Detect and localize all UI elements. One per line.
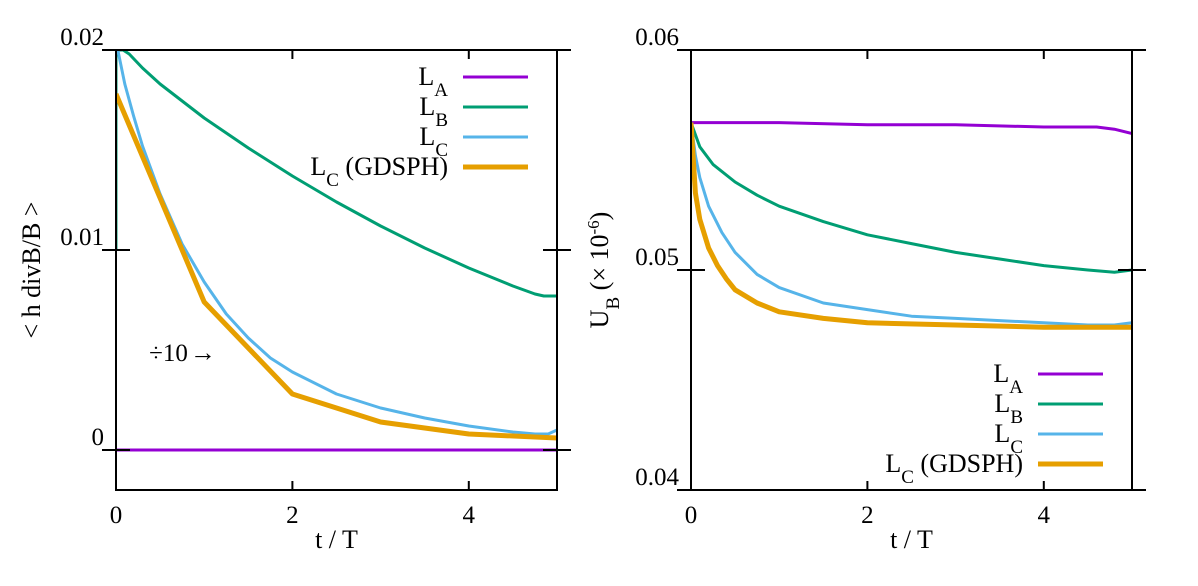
series-line-b — [116, 50, 557, 298]
legend-label-c-gdsph: LC (GDSPH) — [310, 152, 448, 191]
y-tick-label: 0.01 — [60, 224, 104, 251]
y-tick-label: 0.04 — [635, 464, 679, 491]
legend-label-a: LA — [418, 62, 448, 101]
legend-label-b: LB — [994, 389, 1023, 428]
y-axis-label: < h divB/B > — [17, 202, 46, 339]
x-axis-label: t / T — [890, 525, 933, 554]
series-line-c — [116, 50, 557, 436]
x-tick-label: 0 — [110, 502, 123, 529]
legend-label-c-gdsph: LC (GDSPH) — [885, 449, 1023, 488]
legend-label-a: LA — [993, 359, 1023, 398]
legend-label-c: LC — [419, 122, 448, 161]
series-line-c — [691, 122, 1132, 327]
plot-frame — [690, 49, 1133, 491]
series-line-c-gdsph — [691, 122, 1132, 330]
x-axis-label: t / T — [315, 525, 358, 554]
series-line-c-gdsph — [116, 93, 557, 441]
x-tick-label: 4 — [1038, 502, 1051, 529]
annotation-arrow: → — [190, 338, 216, 367]
annotation-text: ÷10 — [149, 340, 188, 367]
y-tick-label: 0 — [92, 424, 105, 451]
y-tick-label: 0.02 — [60, 24, 104, 51]
right-panel: 0 2 4 0.04 0.05 0.06 t / T UB (× 10-6) LALBLCLC … — [584, 24, 1146, 554]
x-tick-label: 2 — [286, 502, 299, 529]
series-line-b — [691, 122, 1132, 274]
x-tick-label: 4 — [463, 502, 476, 529]
x-tick-label: 0 — [685, 502, 698, 529]
series-line-a — [691, 121, 1132, 136]
plot-frame — [115, 49, 558, 491]
y-tick-label: 0.06 — [635, 24, 679, 51]
y-tick-label: 0.05 — [635, 244, 679, 271]
legend-label-b: LB — [419, 92, 448, 131]
x-tick-label: 2 — [861, 502, 874, 529]
legend-label-c: LC — [994, 419, 1023, 458]
y-axis-label: UB (× 10-6) — [584, 212, 624, 329]
